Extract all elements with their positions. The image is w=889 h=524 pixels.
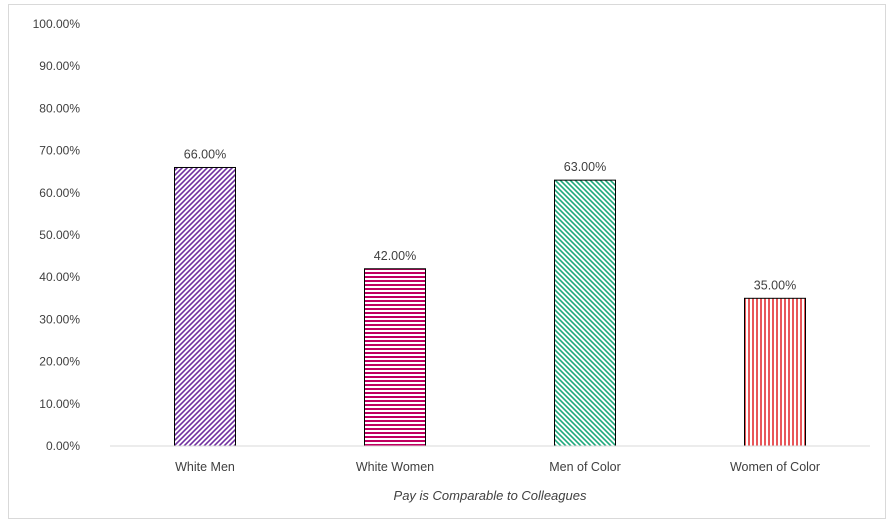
- y-tick-label: 80.00%: [39, 101, 80, 115]
- data-label: 66.00%: [184, 147, 226, 161]
- bar: [744, 297, 806, 447]
- x-axis-title: Pay is Comparable to Colleagues: [394, 488, 587, 503]
- y-tick-label: 100.00%: [33, 17, 81, 31]
- y-tick-label: 60.00%: [39, 186, 80, 200]
- bar: [174, 166, 236, 447]
- y-tick-label: 30.00%: [39, 312, 80, 326]
- category-label: Men of Color: [549, 460, 621, 474]
- y-tick-label: 70.00%: [39, 144, 80, 158]
- y-tick-label: 40.00%: [39, 270, 80, 284]
- chart-area: [8, 4, 886, 519]
- category-label: White Women: [356, 460, 434, 474]
- y-tick-label: 90.00%: [39, 59, 80, 73]
- category-label: Women of Color: [730, 460, 820, 474]
- category-label: White Men: [175, 460, 235, 474]
- y-tick-label: 0.00%: [46, 439, 80, 453]
- y-tick-label: 10.00%: [39, 397, 80, 411]
- data-label: 42.00%: [374, 249, 416, 263]
- bar: [554, 179, 616, 447]
- bar: [364, 268, 426, 447]
- y-tick-label: 50.00%: [39, 228, 80, 242]
- data-label: 63.00%: [564, 160, 606, 174]
- data-label: 35.00%: [754, 278, 796, 292]
- y-tick-label: 20.00%: [39, 355, 80, 369]
